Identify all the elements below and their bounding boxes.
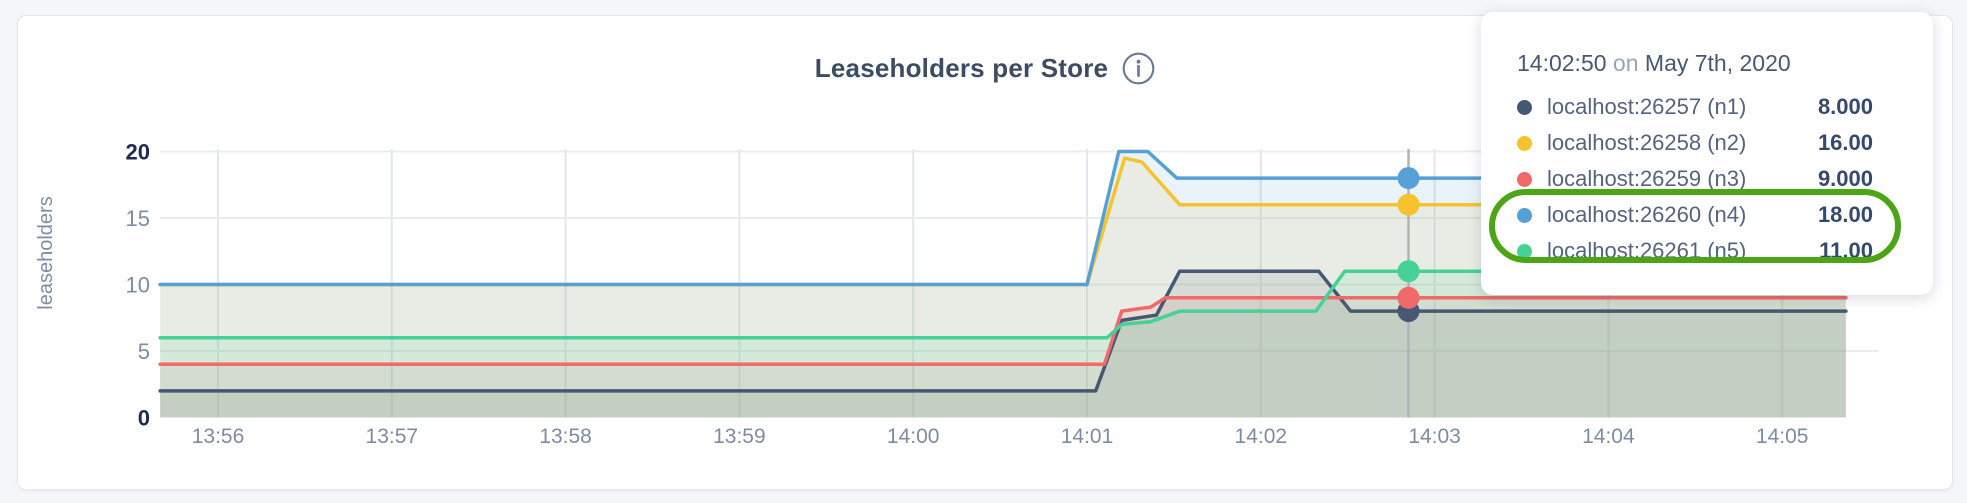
legend-dot-icon xyxy=(1517,243,1532,259)
x-tick-label: 13:56 xyxy=(192,425,245,448)
series-area-n5 xyxy=(160,271,1846,418)
chart-card-header: Leaseholders per Store xyxy=(18,52,1952,85)
legend-label: localhost:26260 (n4) xyxy=(1547,202,1747,227)
legend-value: 8.000 xyxy=(1817,94,1873,119)
legend-label: localhost:26259 (n3) xyxy=(1547,166,1747,191)
tooltip-timestamp: 14:02:50 on May 7th, 2020 xyxy=(1517,50,1933,77)
legend-dot-icon xyxy=(1517,171,1532,187)
legend-row-n1: localhost:26257 (n1) 8.000 xyxy=(1517,89,1873,125)
series-line-n5 xyxy=(158,269,1848,340)
legend-value: 11.00 xyxy=(1819,238,1873,263)
hover-dot-n2 xyxy=(1397,193,1420,216)
y-tick-label: 10 xyxy=(126,273,150,298)
y-tick-label: 0 xyxy=(138,406,150,431)
series-area-n1 xyxy=(160,271,1846,418)
legend-value: 18.00 xyxy=(1817,202,1873,227)
legend-dot-icon xyxy=(1517,207,1532,223)
hover-dot-n3 xyxy=(1397,286,1420,309)
x-tick-label: 13:57 xyxy=(366,425,419,448)
y-axis-label: leaseholders xyxy=(35,196,57,309)
chart-title: Leaseholders per Store xyxy=(814,53,1109,83)
tooltip-date: May 7th, 2020 xyxy=(1644,50,1791,76)
tooltip-preposition: on xyxy=(1612,50,1639,76)
x-tick-label: 14:05 xyxy=(1756,425,1809,448)
hover-dot-n5 xyxy=(1397,260,1420,283)
series-area-n3 xyxy=(160,297,1846,418)
chart-tooltip: 14:02:50 on May 7th, 2020 localhost:2625… xyxy=(1481,12,1933,295)
series-line-n4 xyxy=(158,149,1848,287)
legend-value: 16.00 xyxy=(1817,130,1873,155)
info-icon[interactable] xyxy=(1122,52,1155,85)
tooltip-time: 14:02:50 xyxy=(1517,50,1607,76)
legend-label: localhost:26257 (n1) xyxy=(1547,94,1747,119)
y-tick-label: 20 xyxy=(126,140,150,165)
legend-row-n3: localhost:26259 (n3) 9.000 xyxy=(1517,161,1873,197)
legend-label: localhost:26258 (n2) xyxy=(1547,130,1747,155)
legend-row-n2: localhost:26258 (n2) 16.00 xyxy=(1517,125,1873,161)
hover-dot-n4 xyxy=(1397,167,1420,190)
series-line-n3 xyxy=(158,296,1848,367)
legend-value: 9.000 xyxy=(1817,166,1873,191)
legend-dot-icon xyxy=(1517,99,1532,115)
y-tick-label: 15 xyxy=(126,206,150,231)
legend-row-n5: localhost:26261 (n5) 11.00 xyxy=(1517,233,1873,269)
x-tick-label: 13:58 xyxy=(539,425,592,448)
x-tick-label: 14:03 xyxy=(1408,425,1461,448)
x-tick-label: 14:02 xyxy=(1235,425,1288,448)
x-tick-label: 14:00 xyxy=(887,425,940,448)
x-tick-label: 13:59 xyxy=(713,425,766,448)
x-tick-label: 14:04 xyxy=(1582,425,1635,448)
series-area-n2 xyxy=(160,158,1846,418)
series-line-n1 xyxy=(158,269,1848,393)
legend-label: localhost:26261 (n5) xyxy=(1547,238,1747,263)
tooltip-legend: localhost:26257 (n1) 8.000 localhost:26258… xyxy=(1517,89,1873,269)
legend-row-n4: localhost:26260 (n4) 18.00 xyxy=(1517,197,1873,233)
legend-dot-icon xyxy=(1517,135,1532,151)
x-tick-label: 14:01 xyxy=(1061,425,1114,448)
y-tick-label: 5 xyxy=(138,339,150,364)
